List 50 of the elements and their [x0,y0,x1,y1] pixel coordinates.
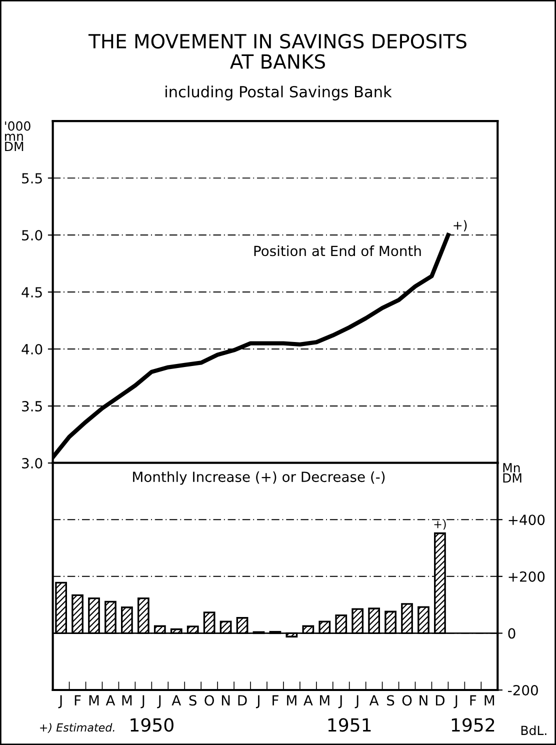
y-axis-title: Mn DM [503,463,522,482]
y-tick-label: +200 [508,571,545,582]
x-tick-label: M [320,695,330,706]
y-tick-label: 0 [508,628,516,639]
x-tick-label: S [189,695,196,706]
y-tick-label: 5.0 [22,230,42,241]
x-tick-label: D [238,695,247,706]
y-tick-label: 3.0 [22,458,42,468]
x-tick-label: F [272,695,278,706]
text: 1952 [452,718,494,732]
x-tick-label: N [420,695,428,706]
x-tick-label: J [58,695,62,708]
x-tick-label: O [204,695,214,706]
chart-subtitle: including Postal Savings Bank [166,86,392,100]
x-tick-label: N [222,695,230,706]
x-tick-label: J [354,695,358,708]
x-tick-label: M [122,695,132,706]
text: 1951 [328,718,371,732]
x-tick-label: A [304,695,313,706]
y-tick-label: -200 [508,684,538,696]
chart-title: THE MOVEMENT IN SAVINGS DEPOSITS AT BANKS [88,34,466,69]
x-tick-label: O [402,695,412,706]
x-tick-label: A [172,695,182,706]
x-tick-label: J [454,695,458,708]
x-tick-label: S [387,695,394,706]
x-tick-label: J [338,695,342,708]
text: +) Estimated. [40,723,114,733]
y-tick-label: 4.0 [22,344,42,355]
x-tick-label: J [140,695,144,708]
text: 1950 [130,718,174,732]
x-tick-label: J [157,695,161,708]
y-axis-title: '000 mn DM [5,121,30,151]
y-tick-label: 4.5 [22,287,42,298]
x-tick-label: D [436,695,444,706]
text: BdL. [521,725,546,736]
text: Monthly Increase (+) or Decrease (-) [133,471,385,485]
y-tick-label: 3.5 [22,400,42,412]
annotation: +) [454,220,467,232]
y-tick-label: +400 [508,514,545,526]
x-tick-label: A [106,695,116,706]
x-tick-label: F [74,695,81,706]
x-tick-label: J [256,695,260,708]
annotation: +) [434,520,446,530]
x-tick-label: F [470,695,476,706]
x-tick-label: M [484,695,494,706]
y-tick-label: 5.5 [22,173,42,184]
x-tick-label: M [89,695,99,706]
x-tick-label: M [287,695,296,706]
series-label: Position at End of Month [254,245,421,256]
x-tick-label: A [369,695,379,706]
